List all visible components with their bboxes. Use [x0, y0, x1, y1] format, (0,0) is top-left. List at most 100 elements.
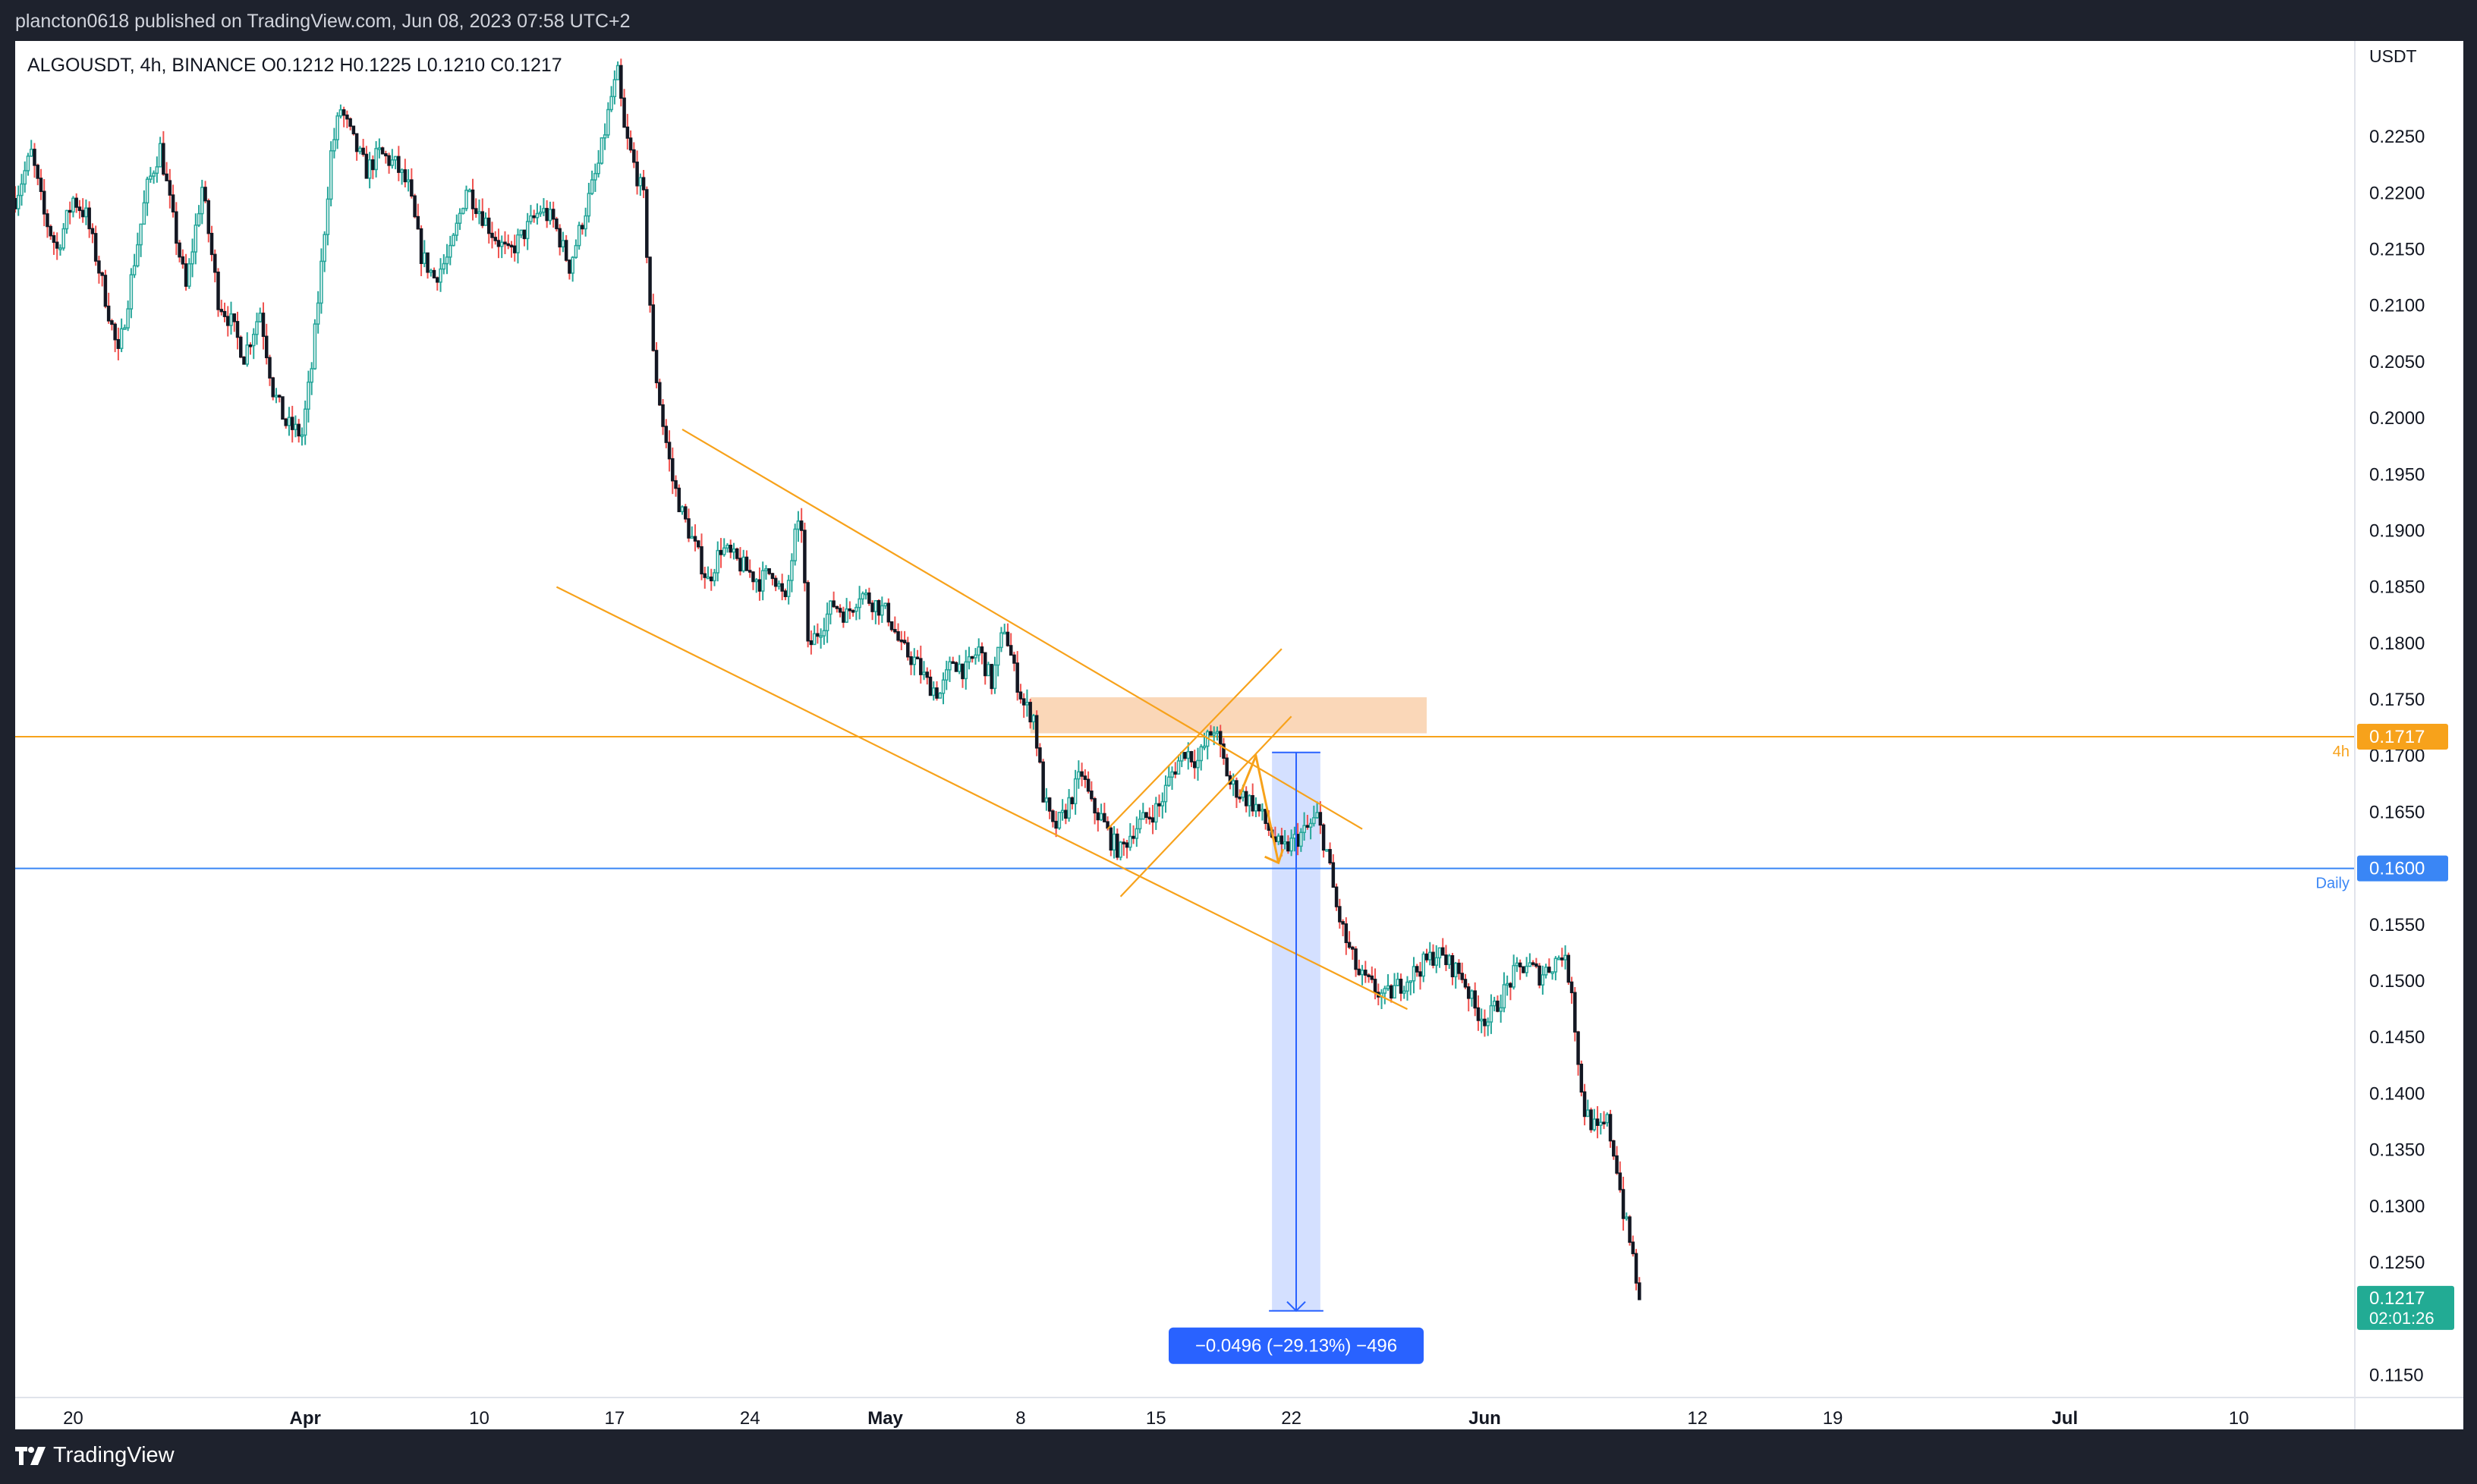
candle-up[interactable]: [1563, 945, 1567, 970]
candle-down[interactable]: [261, 302, 266, 350]
candle-up[interactable]: [1141, 803, 1145, 820]
candle-up[interactable]: [323, 231, 326, 272]
candle-down[interactable]: [77, 200, 82, 219]
candle-up[interactable]: [390, 149, 395, 169]
candle-down[interactable]: [432, 267, 436, 279]
candle-up[interactable]: [1599, 1113, 1603, 1135]
candle-down[interactable]: [248, 342, 253, 355]
candle-down[interactable]: [213, 249, 217, 283]
candle-down[interactable]: [773, 575, 778, 592]
candle-down[interactable]: [1286, 835, 1290, 854]
candle-down[interactable]: [1621, 1177, 1626, 1231]
candle-up[interactable]: [1550, 971, 1554, 980]
candle-up[interactable]: [713, 568, 716, 586]
candle-down[interactable]: [809, 630, 814, 655]
candle-down[interactable]: [1444, 945, 1448, 971]
candle-down[interactable]: [1390, 984, 1393, 1003]
candle-down[interactable]: [1496, 995, 1500, 1013]
candle-down[interactable]: [770, 572, 775, 586]
candle-down[interactable]: [1341, 919, 1345, 937]
candle-down[interactable]: [1070, 796, 1075, 810]
candle-up[interactable]: [326, 187, 330, 246]
candle-down[interactable]: [1328, 842, 1332, 866]
candle-down[interactable]: [1569, 976, 1574, 1005]
candle-down[interactable]: [1522, 966, 1525, 973]
candle-up[interactable]: [1453, 961, 1458, 989]
chart-frame[interactable]: −0.0496 (−29.13%) −496 0.2250 0.2200 0.215…: [15, 41, 2463, 1429]
candle-down[interactable]: [1080, 762, 1084, 787]
candle-down[interactable]: [877, 599, 881, 625]
symbol-interval[interactable]: 4h: [140, 55, 162, 76]
candle-up[interactable]: [1261, 803, 1264, 821]
candle-down[interactable]: [97, 256, 101, 284]
candle-up[interactable]: [1167, 765, 1171, 787]
candle-up[interactable]: [754, 577, 758, 593]
candle-up[interactable]: [335, 112, 339, 149]
candle-down[interactable]: [1579, 1060, 1584, 1097]
candle-down[interactable]: [1150, 804, 1155, 835]
candle-down[interactable]: [1560, 948, 1564, 967]
candle-up[interactable]: [606, 102, 610, 139]
candle-up[interactable]: [1396, 972, 1400, 986]
candle-down[interactable]: [226, 306, 230, 337]
candle-up[interactable]: [873, 600, 878, 624]
candle-down[interactable]: [870, 600, 874, 621]
candle-down[interactable]: [545, 200, 549, 228]
candle-down[interactable]: [181, 249, 185, 269]
candle-down[interactable]: [68, 201, 72, 225]
candle-down[interactable]: [1264, 809, 1267, 830]
candle-down[interactable]: [648, 256, 652, 313]
candle-down[interactable]: [341, 106, 346, 127]
candle-down[interactable]: [90, 223, 95, 244]
candle-up[interactable]: [294, 415, 297, 438]
candle-down[interactable]: [42, 179, 46, 227]
candle-up[interactable]: [1077, 760, 1081, 789]
candle-up[interactable]: [1402, 986, 1406, 999]
candle-up[interactable]: [561, 231, 565, 253]
candle-down[interactable]: [206, 198, 211, 243]
candle-up[interactable]: [1176, 754, 1181, 775]
candle-up[interactable]: [393, 156, 398, 170]
candle-down[interactable]: [867, 587, 871, 606]
candle-up[interactable]: [855, 603, 858, 621]
candle-down[interactable]: [1192, 750, 1197, 779]
candle-down[interactable]: [719, 538, 723, 568]
candle-down[interactable]: [397, 146, 401, 181]
candle-up[interactable]: [194, 213, 198, 265]
candle-up[interactable]: [136, 232, 140, 268]
candle-up[interactable]: [313, 319, 317, 370]
candle-up[interactable]: [974, 648, 977, 665]
candle-down[interactable]: [1238, 789, 1242, 803]
candle-down[interactable]: [1618, 1161, 1622, 1193]
candle-up[interactable]: [338, 104, 343, 119]
candle-down[interactable]: [1318, 801, 1323, 835]
candle-down[interactable]: [235, 311, 240, 350]
candle-down[interactable]: [632, 142, 636, 168]
candle-down[interactable]: [1144, 812, 1148, 824]
candle-down[interactable]: [951, 656, 955, 665]
candle-up[interactable]: [1544, 964, 1548, 979]
candle-down[interactable]: [1103, 803, 1106, 822]
channel-upper-line[interactable]: [681, 428, 1363, 830]
candle-up[interactable]: [987, 662, 990, 677]
candle-down[interactable]: [1466, 983, 1471, 1012]
candle-down[interactable]: [693, 524, 697, 552]
candle-up[interactable]: [229, 301, 233, 335]
candle-down[interactable]: [1547, 958, 1551, 973]
candle-up[interactable]: [358, 146, 362, 155]
candle-down[interactable]: [622, 89, 626, 128]
candle-down[interactable]: [232, 313, 237, 332]
candle-down[interactable]: [628, 130, 633, 153]
candle-up[interactable]: [516, 228, 520, 264]
candle-up[interactable]: [1405, 976, 1409, 1001]
candle-down[interactable]: [219, 300, 224, 316]
candle-down[interactable]: [703, 566, 707, 589]
candle-up[interactable]: [452, 232, 455, 247]
candle-up[interactable]: [1505, 975, 1509, 996]
candle-down[interactable]: [886, 598, 891, 627]
candle-down[interactable]: [735, 547, 739, 561]
candle-up[interactable]: [461, 207, 465, 215]
candle-up[interactable]: [1312, 805, 1316, 827]
candle-down[interactable]: [74, 193, 78, 213]
candle-up[interactable]: [483, 212, 488, 226]
